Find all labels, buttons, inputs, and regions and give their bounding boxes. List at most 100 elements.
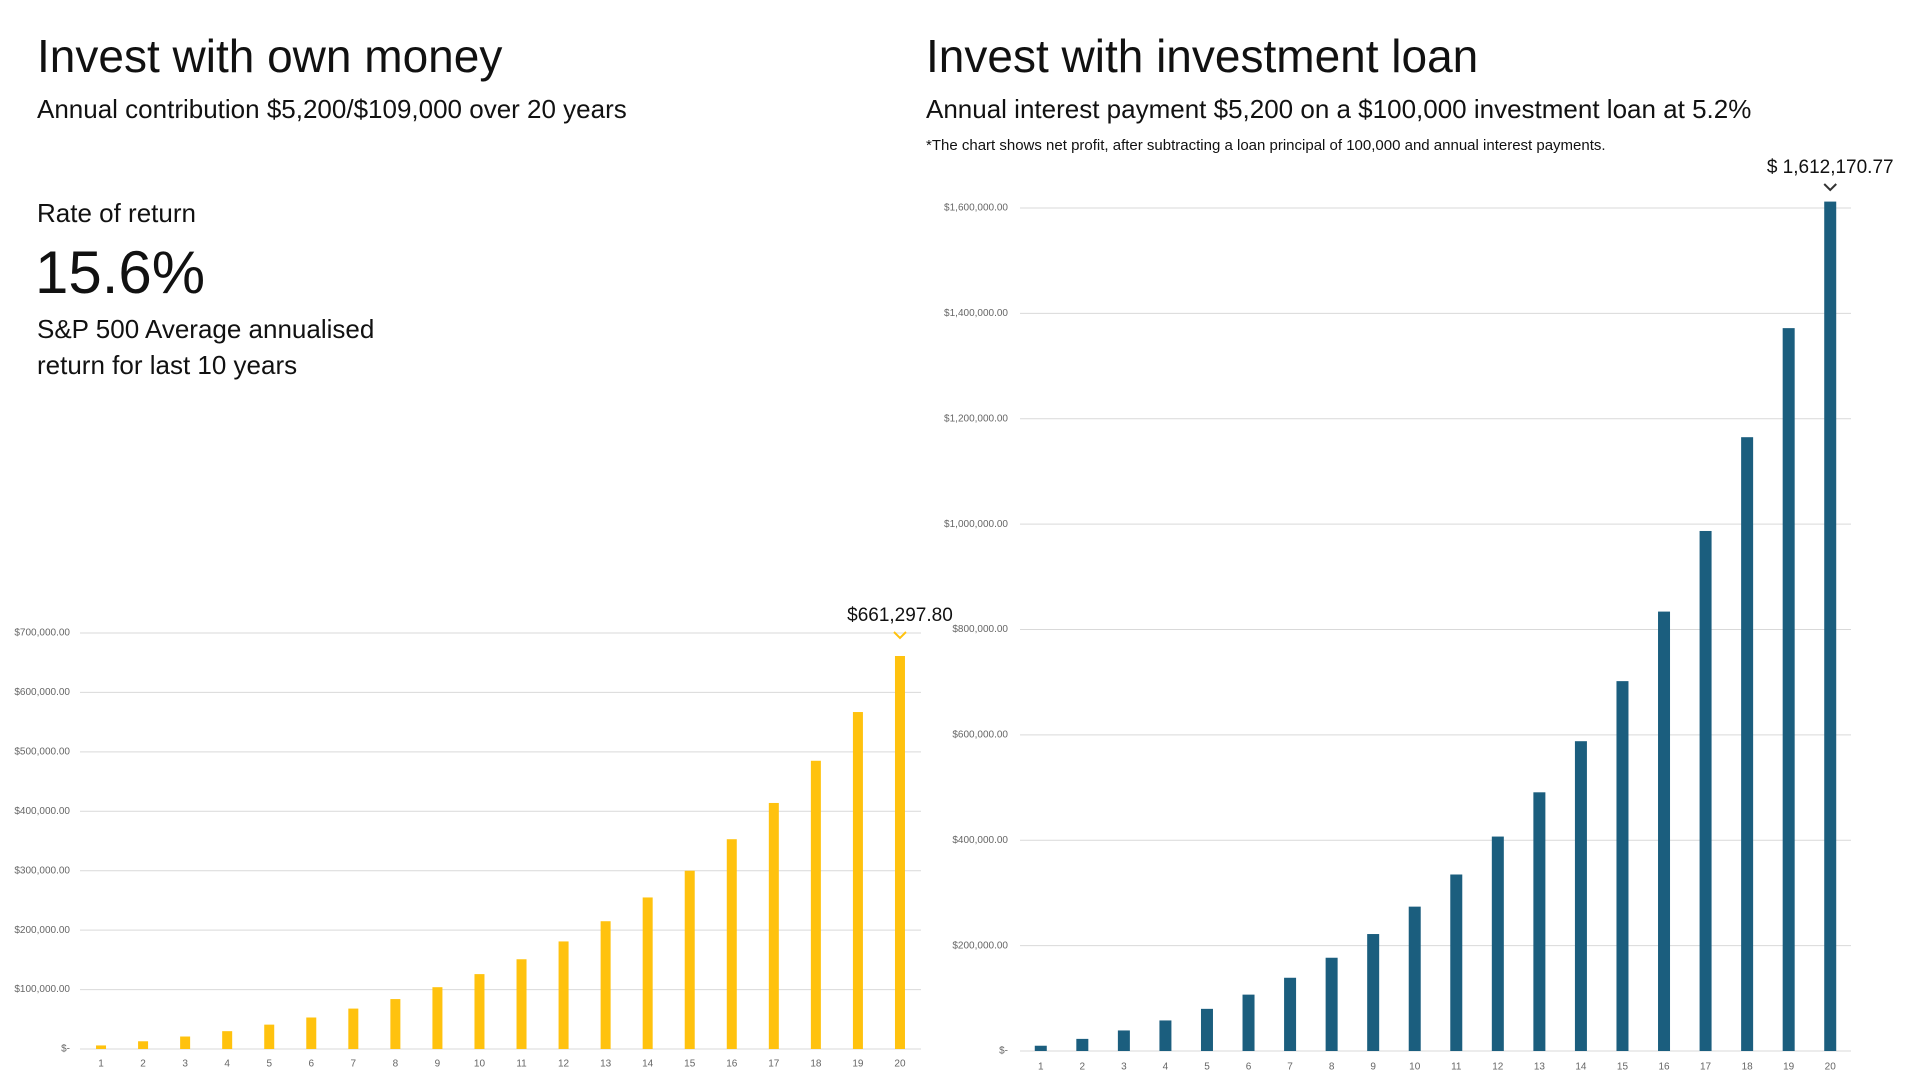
y-tick-label: $600,000.00 bbox=[952, 730, 1008, 741]
x-tick-label: 14 bbox=[642, 1059, 654, 1070]
y-tick-label: $500,000.00 bbox=[14, 746, 70, 757]
y-tick-label: $400,000.00 bbox=[14, 806, 70, 817]
title: Invest with investment loan bbox=[926, 30, 1478, 82]
bar bbox=[264, 1024, 275, 1049]
x-tick-label: 6 bbox=[1246, 1062, 1252, 1073]
bar bbox=[96, 1045, 107, 1049]
annotation: $ 1,612,170.77 bbox=[1767, 157, 1894, 178]
bar bbox=[1117, 1030, 1130, 1051]
x-tick-label: 19 bbox=[852, 1059, 864, 1070]
bar bbox=[1574, 741, 1587, 1051]
x-tick-label: 15 bbox=[1617, 1062, 1629, 1073]
x-tick-label: 1 bbox=[98, 1059, 104, 1070]
x-tick-label: 13 bbox=[1534, 1062, 1546, 1073]
x-tick-label: 9 bbox=[435, 1059, 441, 1070]
bar bbox=[516, 959, 527, 1049]
x-tick-label: 10 bbox=[474, 1059, 486, 1070]
subtitle: Annual contribution $5,200/$109,000 over… bbox=[37, 94, 627, 124]
x-tick-label: 13 bbox=[600, 1059, 612, 1070]
bar bbox=[1408, 906, 1421, 1051]
bar bbox=[1616, 681, 1629, 1051]
y-tick-label: $1,200,000.00 bbox=[944, 413, 1008, 424]
bar bbox=[1159, 1020, 1172, 1051]
bar bbox=[1741, 437, 1754, 1051]
x-tick-label: 15 bbox=[684, 1059, 696, 1070]
bar bbox=[1533, 792, 1546, 1051]
bar bbox=[852, 712, 863, 1049]
subtitle: Annual interest payment $5,200 on a $100… bbox=[926, 94, 1751, 124]
bar bbox=[1491, 836, 1504, 1051]
x-tick-label: 20 bbox=[894, 1059, 906, 1070]
x-tick-label: 17 bbox=[1700, 1062, 1712, 1073]
x-tick-label: 20 bbox=[1825, 1062, 1837, 1073]
bar bbox=[1200, 1008, 1213, 1051]
x-tick-label: 19 bbox=[1783, 1062, 1795, 1073]
y-tick-label: $800,000.00 bbox=[952, 624, 1008, 635]
stat-caption: S&P 500 Average annualised bbox=[37, 314, 374, 344]
x-tick-label: 16 bbox=[726, 1059, 738, 1070]
bar bbox=[138, 1041, 149, 1049]
x-tick-label: 9 bbox=[1370, 1062, 1376, 1073]
bar bbox=[474, 974, 485, 1049]
bar bbox=[390, 999, 401, 1049]
annotation-caret bbox=[1823, 183, 1837, 192]
bar bbox=[768, 802, 779, 1049]
x-tick-label: 4 bbox=[1163, 1062, 1169, 1073]
x-tick-label: 18 bbox=[1742, 1062, 1754, 1073]
note: *The chart shows net profit, after subtr… bbox=[926, 137, 1606, 154]
bar bbox=[894, 656, 905, 1049]
x-tick-label: 8 bbox=[1329, 1062, 1335, 1073]
bar bbox=[1782, 328, 1795, 1051]
x-tick-label: 11 bbox=[1451, 1062, 1462, 1073]
x-tick-label: 5 bbox=[1204, 1062, 1210, 1073]
y-tick-label: $100,000.00 bbox=[14, 984, 70, 995]
bar bbox=[1824, 201, 1837, 1051]
bar bbox=[1699, 530, 1712, 1051]
stat-value: 15.6% bbox=[35, 239, 205, 306]
bar bbox=[1450, 874, 1463, 1051]
bar bbox=[1242, 994, 1255, 1051]
y-tick-label: $300,000.00 bbox=[14, 865, 70, 876]
x-tick-label: 8 bbox=[393, 1059, 399, 1070]
bar bbox=[1658, 611, 1671, 1051]
y-tick-label: $200,000.00 bbox=[14, 925, 70, 936]
bar bbox=[1325, 957, 1338, 1051]
x-tick-label: 10 bbox=[1409, 1062, 1421, 1073]
x-tick-label: 7 bbox=[351, 1059, 357, 1070]
y-tick-label: $- bbox=[999, 1046, 1008, 1057]
x-tick-label: 14 bbox=[1575, 1062, 1587, 1073]
x-tick-label: 3 bbox=[182, 1059, 188, 1070]
y-tick-label: $1,000,000.00 bbox=[944, 519, 1008, 530]
y-tick-label: $1,600,000.00 bbox=[944, 203, 1008, 214]
y-tick-label: $400,000.00 bbox=[952, 835, 1008, 846]
y-tick-label: $200,000.00 bbox=[952, 940, 1008, 951]
x-tick-label: 16 bbox=[1658, 1062, 1670, 1073]
bar bbox=[726, 839, 737, 1049]
bar bbox=[306, 1017, 317, 1049]
x-tick-label: 17 bbox=[768, 1059, 780, 1070]
x-tick-label: 2 bbox=[1080, 1062, 1086, 1073]
bar bbox=[1034, 1045, 1047, 1051]
x-tick-label: 5 bbox=[266, 1059, 272, 1070]
annotation-caret bbox=[893, 631, 907, 640]
title: Invest with own money bbox=[37, 30, 502, 82]
x-tick-label: 1 bbox=[1038, 1062, 1044, 1073]
x-tick-label: 12 bbox=[1492, 1062, 1504, 1073]
x-tick-label: 11 bbox=[516, 1059, 527, 1070]
y-tick-label: $- bbox=[61, 1044, 70, 1055]
bar bbox=[222, 1031, 233, 1049]
x-tick-label: 7 bbox=[1287, 1062, 1293, 1073]
y-tick-label: $700,000.00 bbox=[14, 628, 70, 639]
x-tick-label: 2 bbox=[140, 1059, 146, 1070]
bar bbox=[1284, 977, 1297, 1051]
bar bbox=[642, 897, 653, 1049]
bar bbox=[600, 921, 611, 1049]
y-tick-label: $1,400,000.00 bbox=[944, 308, 1008, 319]
y-tick-label: $600,000.00 bbox=[14, 687, 70, 698]
bar bbox=[180, 1036, 191, 1049]
stat-caption: return for last 10 years bbox=[37, 350, 297, 380]
bar bbox=[684, 870, 695, 1049]
bar bbox=[558, 941, 569, 1049]
